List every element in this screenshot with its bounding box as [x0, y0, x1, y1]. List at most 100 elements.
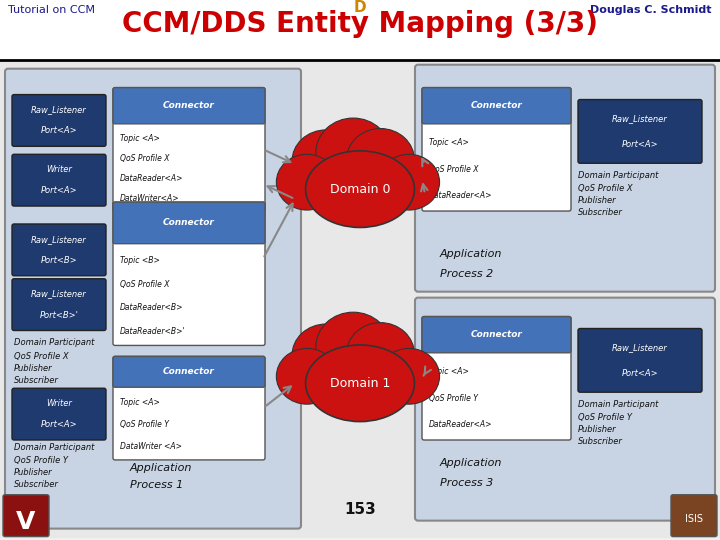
Text: QoS Profile Y: QoS Profile Y: [578, 413, 632, 422]
Ellipse shape: [305, 345, 415, 422]
Text: Topic <B>: Topic <B>: [120, 256, 160, 265]
FancyBboxPatch shape: [671, 495, 717, 537]
Text: Subscriber: Subscriber: [14, 376, 59, 386]
Text: DataReader<B>': DataReader<B>': [120, 327, 186, 336]
Text: QoS Profile X: QoS Profile X: [429, 165, 479, 174]
FancyBboxPatch shape: [113, 87, 265, 211]
Text: Connector: Connector: [163, 101, 215, 110]
Text: Port<A>: Port<A>: [41, 126, 77, 136]
Text: Subscriber: Subscriber: [578, 437, 623, 446]
Text: Raw_Listener: Raw_Listener: [31, 105, 87, 114]
Text: Port<A>: Port<A>: [41, 420, 77, 429]
Text: Raw_Listener: Raw_Listener: [612, 114, 668, 123]
Text: Port<A>: Port<A>: [621, 369, 658, 378]
Text: Application: Application: [440, 249, 503, 259]
Ellipse shape: [316, 312, 391, 382]
Text: Process 3: Process 3: [440, 478, 493, 488]
FancyBboxPatch shape: [415, 65, 715, 292]
Text: Connector: Connector: [163, 218, 215, 227]
Text: Application: Application: [440, 458, 503, 468]
FancyBboxPatch shape: [12, 388, 106, 440]
Text: QoS Profile Y: QoS Profile Y: [120, 420, 169, 429]
FancyBboxPatch shape: [12, 279, 106, 330]
Ellipse shape: [276, 154, 338, 210]
Ellipse shape: [316, 118, 391, 188]
Text: Domain Participant: Domain Participant: [14, 443, 94, 452]
Text: Domain Participant: Domain Participant: [14, 339, 94, 347]
Ellipse shape: [346, 322, 415, 386]
Text: Publisher: Publisher: [578, 425, 616, 434]
FancyBboxPatch shape: [5, 69, 301, 529]
Text: QoS Profile X: QoS Profile X: [14, 353, 68, 361]
FancyBboxPatch shape: [12, 154, 106, 206]
Ellipse shape: [379, 348, 439, 404]
Text: Writer: Writer: [46, 399, 72, 408]
Text: V: V: [17, 510, 36, 534]
Text: Process 1: Process 1: [130, 480, 184, 490]
Text: QoS Profile Y: QoS Profile Y: [429, 394, 478, 403]
Ellipse shape: [292, 324, 360, 387]
Text: Connector: Connector: [163, 367, 215, 376]
Text: Topic <A>: Topic <A>: [120, 399, 160, 407]
Ellipse shape: [292, 130, 360, 193]
FancyBboxPatch shape: [113, 356, 265, 460]
Text: Topic <A>: Topic <A>: [429, 367, 469, 376]
FancyBboxPatch shape: [422, 87, 571, 124]
FancyBboxPatch shape: [3, 495, 49, 537]
Ellipse shape: [346, 129, 415, 191]
Ellipse shape: [379, 154, 439, 210]
Text: 153: 153: [344, 502, 376, 517]
Text: QoS Profile X: QoS Profile X: [578, 184, 633, 193]
FancyBboxPatch shape: [422, 316, 571, 353]
Text: DataReader<A>: DataReader<A>: [429, 420, 492, 429]
Bar: [0, 0, 720, 60]
Text: Application: Application: [130, 463, 192, 473]
FancyBboxPatch shape: [12, 224, 106, 276]
FancyBboxPatch shape: [113, 356, 265, 387]
Bar: [116, 372, 262, 385]
FancyBboxPatch shape: [578, 99, 702, 163]
Text: Domain 1: Domain 1: [330, 377, 390, 390]
FancyBboxPatch shape: [12, 94, 106, 146]
Text: Publisher: Publisher: [14, 364, 53, 373]
Text: Publisher: Publisher: [578, 196, 616, 205]
FancyBboxPatch shape: [415, 298, 715, 521]
Text: Process 2: Process 2: [440, 269, 493, 279]
FancyBboxPatch shape: [578, 328, 702, 392]
Text: Tutorial on CCM: Tutorial on CCM: [8, 5, 95, 15]
Text: Subscriber: Subscriber: [578, 208, 623, 217]
Ellipse shape: [305, 151, 415, 227]
Text: ISIS: ISIS: [685, 514, 703, 524]
Text: Topic <A>: Topic <A>: [120, 133, 160, 143]
FancyBboxPatch shape: [113, 202, 265, 244]
Bar: [0, 60, 720, 537]
Bar: [116, 223, 262, 242]
Text: Domain Participant: Domain Participant: [578, 400, 658, 409]
Text: Connector: Connector: [471, 330, 523, 339]
Text: DataReader<A>: DataReader<A>: [429, 191, 492, 200]
Text: Domain Participant: Domain Participant: [578, 171, 658, 180]
Text: Topic <A>: Topic <A>: [429, 138, 469, 147]
Bar: [425, 106, 568, 122]
FancyBboxPatch shape: [422, 316, 571, 440]
Text: QoS Profile X: QoS Profile X: [120, 154, 169, 163]
Text: CCM/DDS Entity Mapping (3/3): CCM/DDS Entity Mapping (3/3): [122, 10, 598, 38]
Bar: [425, 335, 568, 351]
Text: DataReader<B>: DataReader<B>: [120, 303, 184, 313]
FancyBboxPatch shape: [113, 202, 265, 346]
Text: Writer: Writer: [46, 165, 72, 174]
FancyBboxPatch shape: [113, 87, 265, 124]
Text: DataWriter <A>: DataWriter <A>: [120, 442, 182, 451]
Text: D: D: [354, 0, 366, 15]
Text: QoS Profile Y: QoS Profile Y: [14, 456, 68, 465]
Text: Raw_Listener: Raw_Listener: [31, 235, 87, 244]
Text: DataWriter<A>: DataWriter<A>: [120, 194, 179, 204]
Text: Subscriber: Subscriber: [14, 480, 59, 489]
Text: Domain 0: Domain 0: [330, 183, 390, 195]
Bar: [116, 106, 262, 122]
Text: Port<A>: Port<A>: [41, 186, 77, 195]
Text: DataReader<A>: DataReader<A>: [120, 174, 184, 183]
FancyBboxPatch shape: [422, 87, 571, 211]
Text: Port<B>: Port<B>: [41, 256, 77, 265]
Text: Connector: Connector: [471, 101, 523, 110]
